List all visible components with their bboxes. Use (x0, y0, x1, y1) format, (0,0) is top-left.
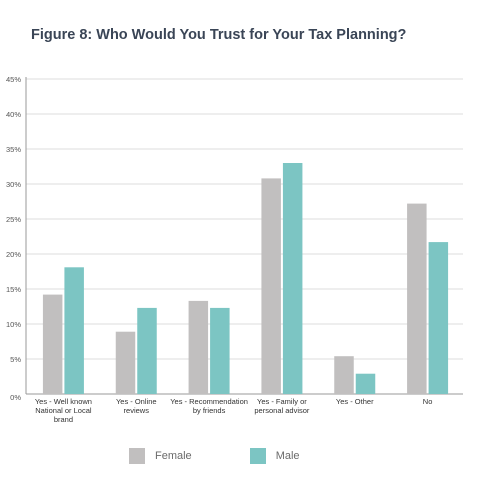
x-tick-label: brand (54, 415, 73, 424)
x-tick-label: Yes - Family or (257, 397, 307, 406)
y-tick-label: 20% (6, 250, 21, 259)
bar-female-1 (115, 331, 136, 394)
bar-male-1 (137, 307, 157, 394)
x-tick-label: Yes - Well known (35, 397, 92, 406)
bar-male-2 (210, 307, 230, 394)
bar-male-0 (64, 267, 84, 394)
y-tick-label: 40% (6, 110, 21, 119)
y-tick-label: 35% (6, 145, 21, 154)
y-tick-label: 15% (6, 285, 21, 294)
x-tick-label: Yes - Online (116, 397, 157, 406)
x-tick-label: Yes - Recommendation (170, 397, 248, 406)
bar-female-5 (407, 203, 427, 394)
y-tick-label: 0% (10, 393, 21, 402)
x-tick-label: reviews (124, 406, 150, 415)
legend-item-male: Male (249, 448, 300, 464)
x-tick-label: Yes - Other (336, 397, 374, 406)
bar-female-4 (334, 356, 354, 394)
legend-swatch-female (129, 448, 145, 464)
bar-female-2 (188, 300, 209, 394)
x-tick-label: personal advisor (254, 406, 310, 415)
y-tick-label: 10% (6, 320, 21, 329)
x-tick-label: No (423, 397, 433, 406)
x-tick-label: National or Local (35, 406, 92, 415)
bar-male-3 (282, 163, 303, 394)
legend-swatch-male (249, 448, 266, 464)
legend-label-female: Female (155, 450, 192, 462)
legend-label-male: Male (275, 450, 300, 462)
bar-male-4 (355, 373, 376, 394)
bar-female-3 (261, 178, 281, 394)
bar-female-0 (42, 294, 63, 394)
y-tick-label: 30% (6, 180, 21, 189)
y-tick-label: 25% (6, 215, 21, 224)
legend-item-female: Female (129, 448, 192, 464)
bar-male-5 (428, 242, 449, 394)
y-tick-label: 45% (6, 75, 21, 84)
y-tick-label: 5% (10, 355, 21, 364)
chart-title: Figure 8: Who Would You Trust for Your T… (31, 27, 407, 43)
x-tick-label: by friends (193, 406, 226, 415)
chart-legend: Female Male (129, 448, 358, 464)
